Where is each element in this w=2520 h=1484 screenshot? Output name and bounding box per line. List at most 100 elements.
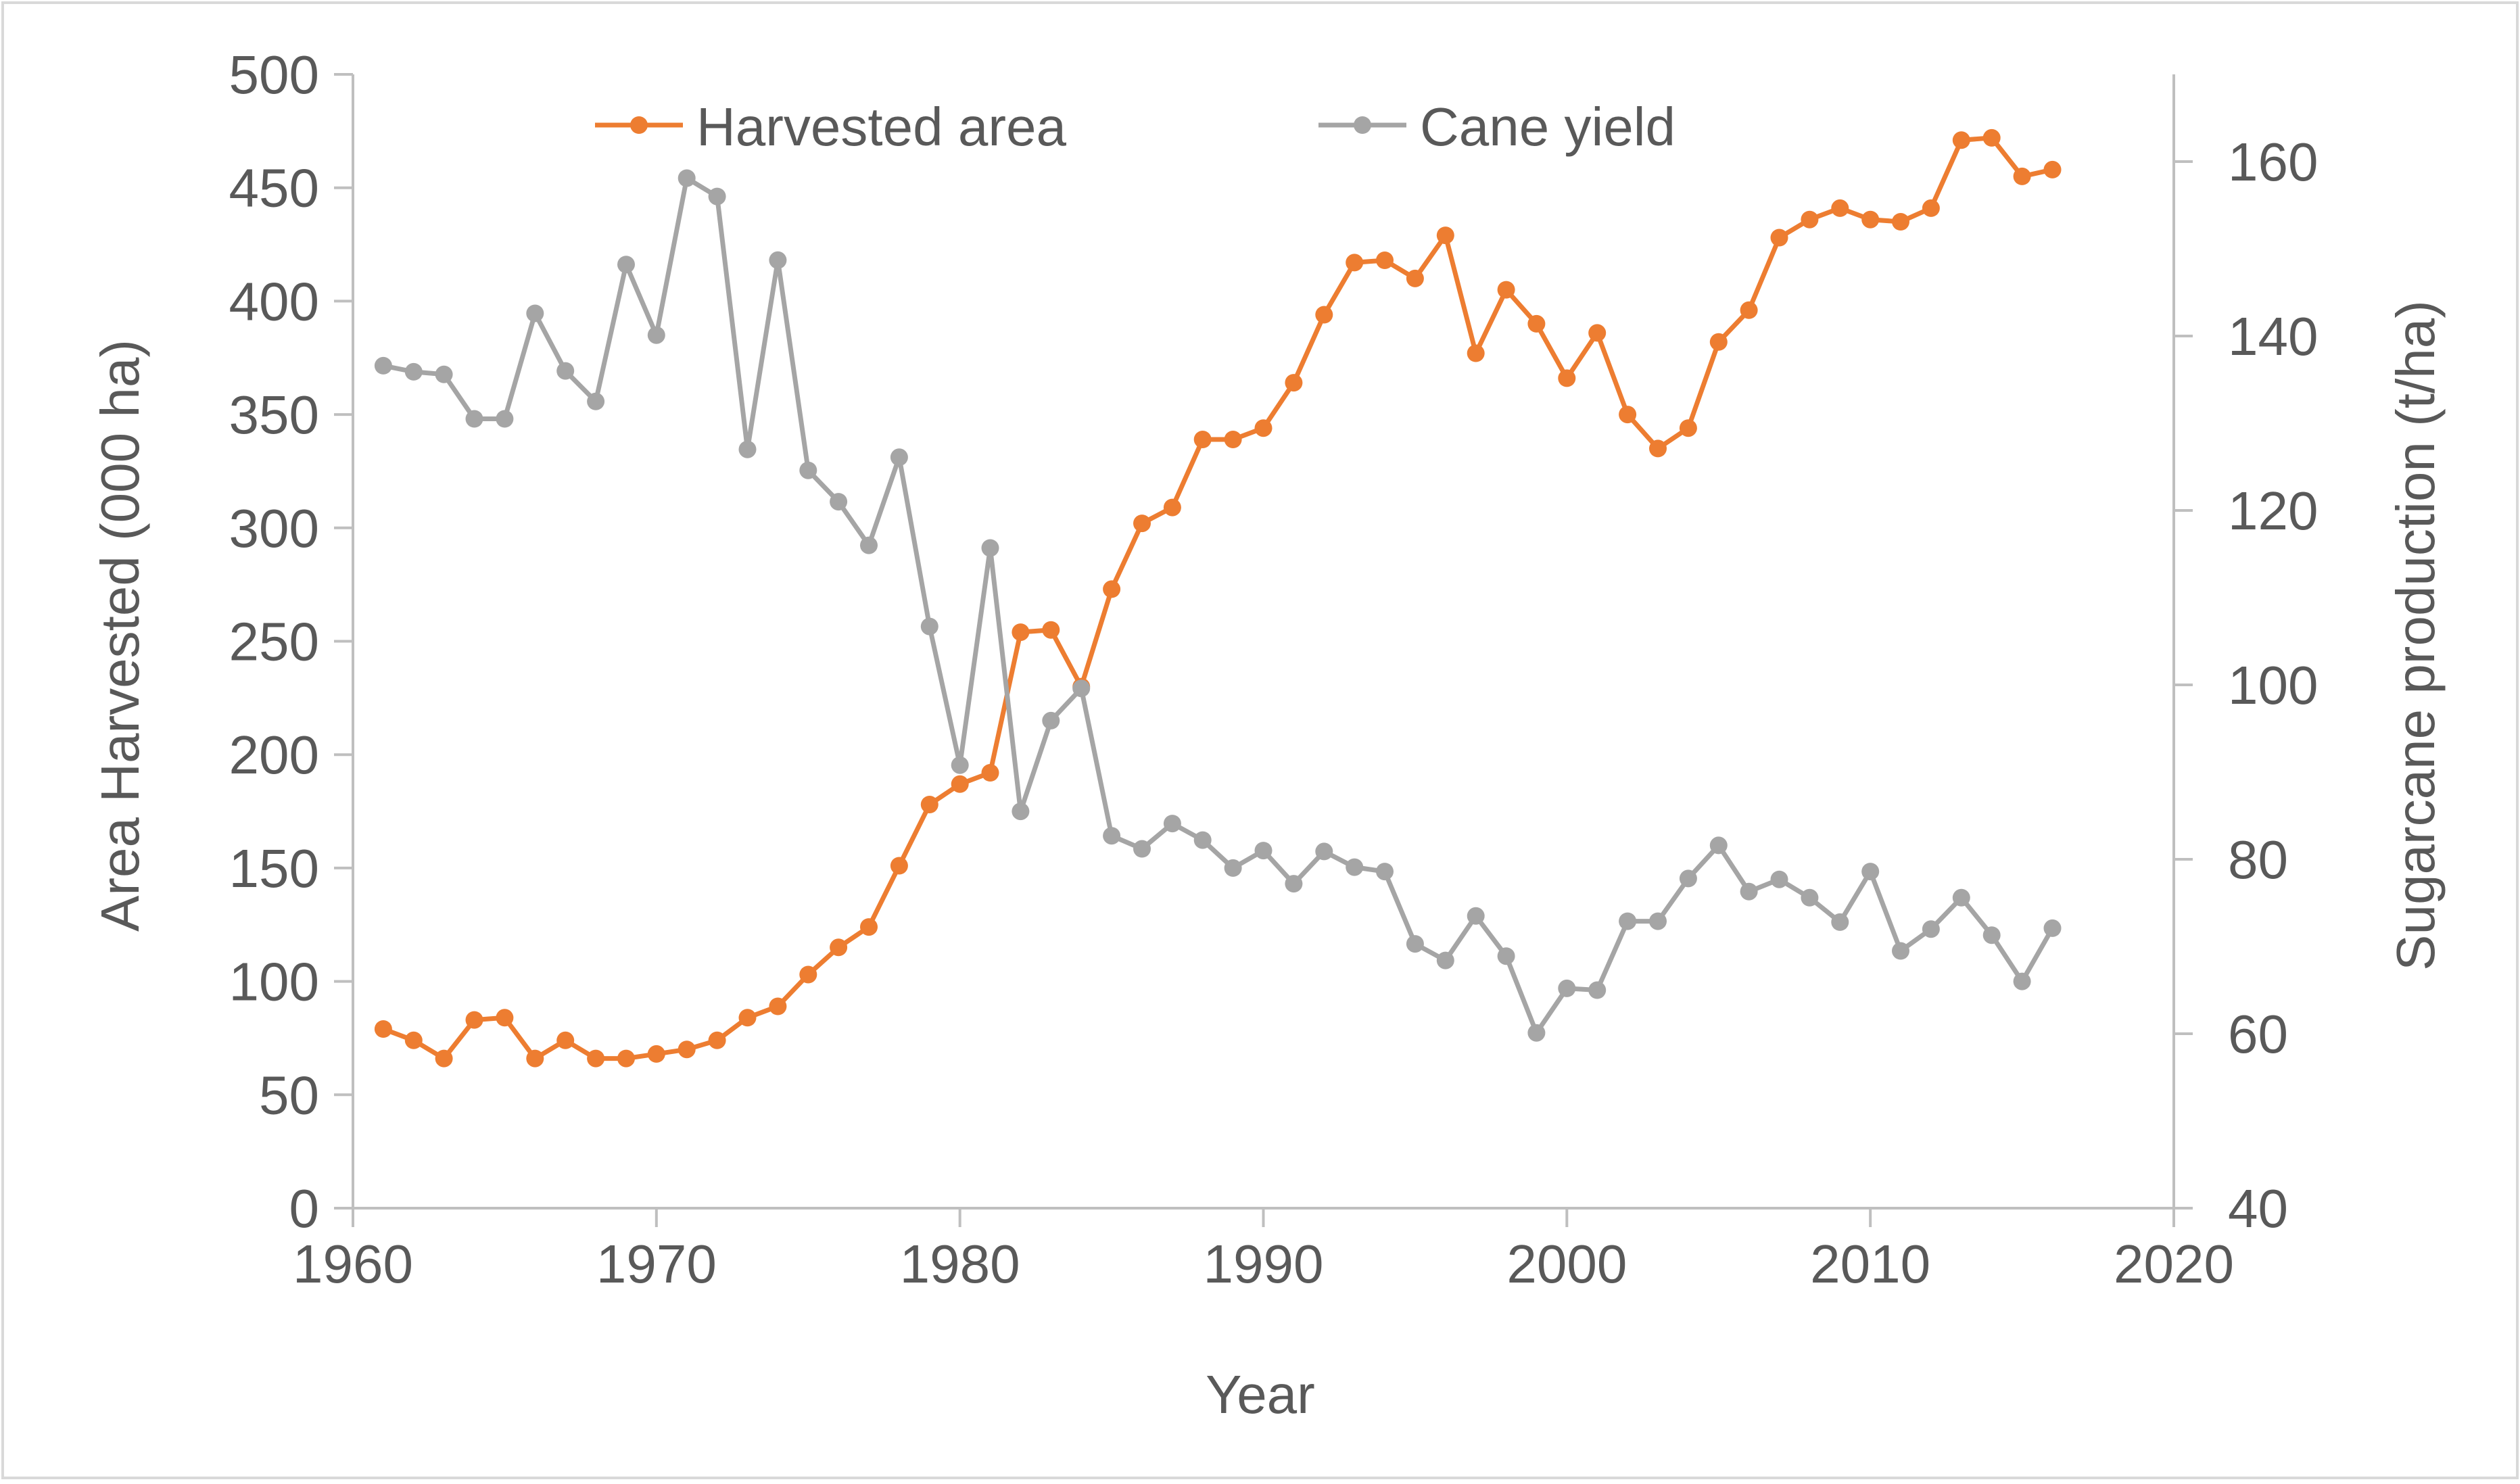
data-point xyxy=(1709,836,1728,855)
right-y-tick-label: 40 xyxy=(2228,1178,2288,1239)
data-point xyxy=(1042,711,1060,729)
data-point xyxy=(1922,920,1940,938)
data-point xyxy=(1467,344,1485,362)
data-point xyxy=(1315,842,1333,861)
data-point xyxy=(677,1040,696,1059)
data-point xyxy=(1982,926,2001,944)
data-point xyxy=(1376,863,1394,881)
data-point xyxy=(1952,131,1970,149)
data-point xyxy=(830,493,848,511)
data-point xyxy=(799,461,817,479)
data-point xyxy=(465,1011,483,1029)
data-point xyxy=(1193,431,1212,448)
data-point xyxy=(556,1031,575,1049)
legend-swatch-marker xyxy=(630,116,648,134)
data-point xyxy=(1193,831,1212,849)
data-point xyxy=(1709,333,1728,351)
left-y-tick-label: 300 xyxy=(229,498,319,558)
x-tick-label: 2000 xyxy=(1506,1234,1627,1294)
right-y-tick-label: 100 xyxy=(2228,655,2318,715)
data-point xyxy=(1892,942,1909,960)
data-point xyxy=(738,1009,757,1027)
data-point xyxy=(1346,254,1364,272)
data-point xyxy=(1285,374,1303,392)
data-point xyxy=(860,918,878,936)
x-tick-label: 2010 xyxy=(1810,1234,1930,1294)
left-y-tick-label: 200 xyxy=(229,725,319,785)
data-point xyxy=(1254,419,1273,437)
data-point xyxy=(374,356,392,375)
data-point xyxy=(1801,888,1819,907)
data-point xyxy=(435,1049,453,1068)
data-point xyxy=(1619,406,1637,424)
legend-label: Cane yield xyxy=(1420,97,1675,157)
data-point xyxy=(1892,213,1909,231)
data-point xyxy=(1406,269,1424,287)
data-point xyxy=(1679,419,1697,437)
x-tick-label: 1970 xyxy=(596,1234,717,1294)
left-y-tick-label: 0 xyxy=(289,1178,320,1239)
data-point xyxy=(496,1009,514,1027)
data-point xyxy=(799,965,817,984)
data-point xyxy=(951,756,969,774)
left-y-tick-label: 500 xyxy=(229,45,319,105)
data-point xyxy=(1224,431,1242,448)
data-point xyxy=(1163,815,1181,833)
data-point xyxy=(1527,314,1546,333)
legend: Harvested area Cane yield xyxy=(595,97,1675,157)
data-point xyxy=(890,857,908,875)
data-point xyxy=(1133,514,1151,533)
legend-item-cane-yield: Cane yield xyxy=(1318,97,1675,157)
data-point xyxy=(647,326,665,344)
data-point xyxy=(617,256,635,274)
data-point xyxy=(1801,210,1819,229)
legend-label: Harvested area xyxy=(696,97,1066,157)
data-point xyxy=(1588,981,1607,999)
left-y-tick-label: 400 xyxy=(229,271,319,331)
right-y-tick-label: 120 xyxy=(2228,481,2318,541)
data-point xyxy=(1679,869,1697,888)
left-y-tick-label: 350 xyxy=(229,385,319,445)
data-point xyxy=(1558,979,1576,997)
axes: 0 50 100 150 200 250 300 350 400 450 500 40 60 80 100 1… xyxy=(229,45,2319,1294)
data-point xyxy=(981,539,999,557)
left-y-tick-label: 50 xyxy=(259,1065,319,1125)
data-point xyxy=(1133,840,1151,858)
data-point xyxy=(1770,229,1788,247)
data-point xyxy=(708,1031,726,1049)
data-point xyxy=(738,440,757,458)
data-point xyxy=(1436,226,1454,245)
data-point xyxy=(1497,281,1515,299)
data-point xyxy=(1588,324,1607,342)
data-point xyxy=(1649,912,1667,930)
data-point xyxy=(404,1031,423,1049)
data-point xyxy=(2043,919,2062,937)
data-point xyxy=(1649,439,1667,458)
x-tick-label: 1990 xyxy=(1204,1234,1324,1294)
data-point xyxy=(1527,1024,1546,1042)
left-y-tick-label: 450 xyxy=(229,158,319,218)
x-tick-label: 1960 xyxy=(293,1234,413,1294)
data-point xyxy=(1346,858,1364,876)
data-point xyxy=(1012,803,1030,821)
data-point xyxy=(1436,951,1454,970)
data-point xyxy=(496,410,514,428)
data-point xyxy=(860,536,878,554)
data-point xyxy=(587,392,605,410)
data-point xyxy=(526,304,544,322)
data-point xyxy=(769,997,787,1015)
data-point xyxy=(1163,498,1181,517)
data-point xyxy=(1770,870,1788,888)
data-point xyxy=(617,1049,635,1068)
series-cane-yield xyxy=(374,169,2062,1042)
data-point xyxy=(1103,827,1121,845)
data-point xyxy=(1224,859,1242,877)
data-point xyxy=(1467,907,1485,925)
data-point xyxy=(465,410,483,428)
data-point xyxy=(1861,210,1880,229)
data-point xyxy=(1406,935,1424,953)
series-harvested-area xyxy=(374,128,2062,1068)
data-point xyxy=(830,938,848,957)
data-point xyxy=(1376,252,1394,269)
